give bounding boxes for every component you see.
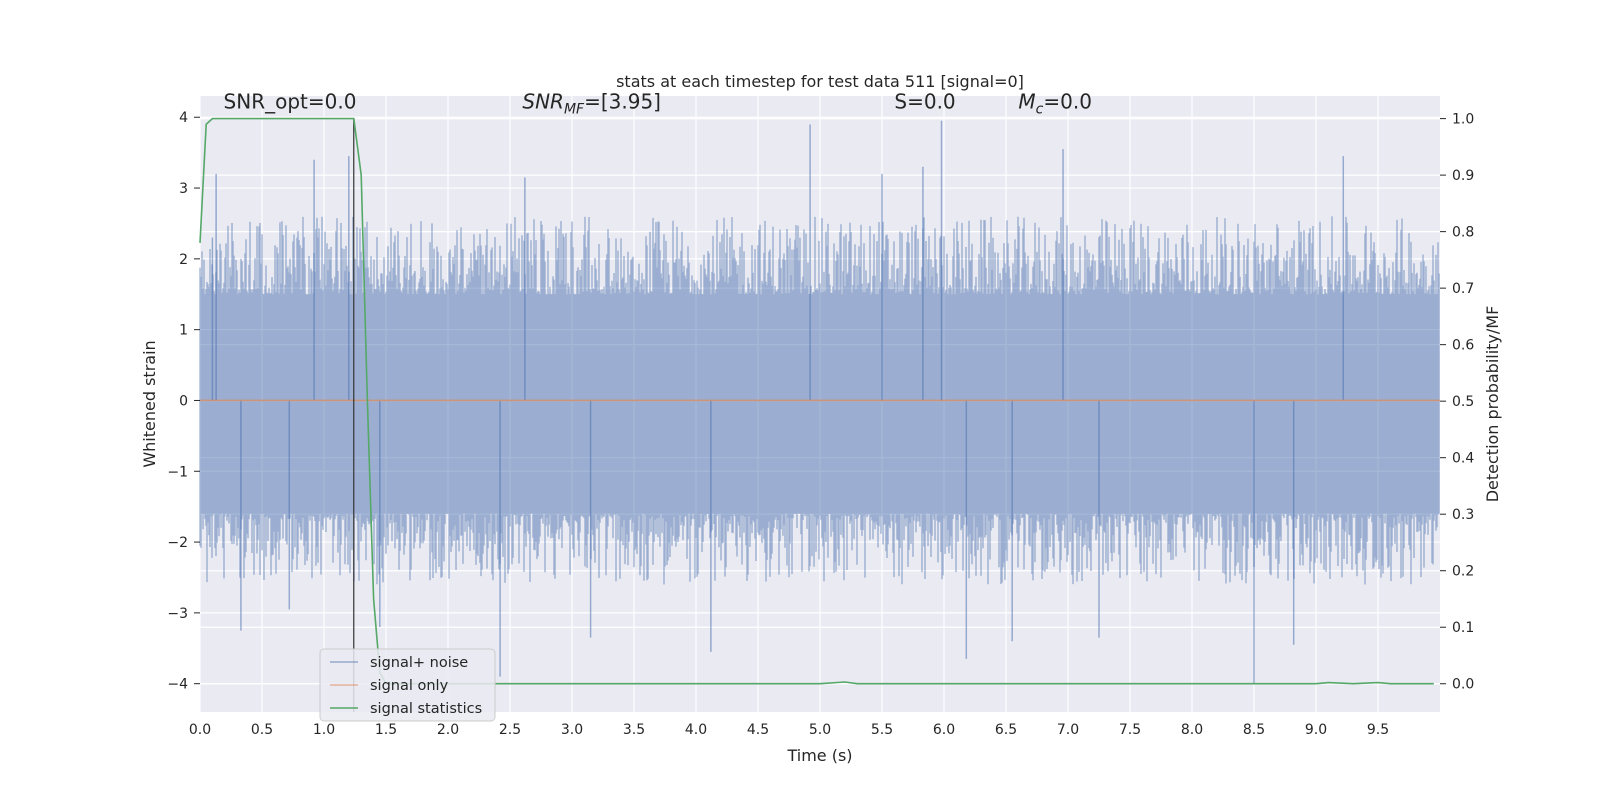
- noise-layer: [199, 120, 1440, 684]
- x-tick-label: 3.0: [561, 722, 583, 738]
- annotation-mc-stat: Mc=0.0: [1018, 90, 1092, 118]
- y2-tick-label: 0.2: [1452, 564, 1474, 580]
- y-tick-label: 1: [179, 323, 188, 339]
- x-tick-label: 1.5: [375, 722, 397, 738]
- y2-tick-label: 0.6: [1452, 338, 1474, 354]
- x-tick-label: 2.0: [437, 722, 459, 738]
- x-tick-label: 1.0: [313, 722, 335, 738]
- tick-layer: 0.0 0.5 1.0 1.5 2.0 2.5 3.0 3.5 4.0 4.5 5.0 5.5 6.0 6…: [167, 110, 1474, 738]
- legend-label-signal-noise: signal+ noise: [370, 655, 468, 671]
- y-tick-label: −1: [167, 464, 188, 480]
- legend-label-signal-only: signal only: [370, 678, 449, 694]
- y-axis-label: Whitened strain: [140, 340, 159, 467]
- y2-tick-label: 0.3: [1452, 507, 1474, 523]
- y-tick-label: 3: [179, 181, 188, 197]
- x-tick-label: 9.5: [1367, 722, 1389, 738]
- chart-title: stats at each timestep for test data 511…: [616, 72, 1024, 91]
- annotation-layer: SNR_opt=0.0 SNRMF=[3.95] S=0.0 Mc=0.0: [224, 90, 1092, 118]
- x-tick-label: 3.5: [623, 722, 645, 738]
- y-tick-label: 4: [179, 110, 188, 126]
- x-tick-label: 0.5: [251, 722, 273, 738]
- x-tick-label: 4.0: [685, 722, 707, 738]
- y-tick-label: −3: [167, 606, 188, 622]
- y-tick-label: 0: [179, 393, 188, 409]
- annotation-s-stat: S=0.0: [894, 90, 955, 114]
- x-tick-label: 7.5: [1119, 722, 1141, 738]
- x-tick-label: 0.0: [189, 722, 211, 738]
- x-tick-label: 5.0: [809, 722, 831, 738]
- y2-tick-label: 1.0: [1452, 112, 1474, 128]
- y2-axis-label: Detection probability/MF: [1483, 306, 1502, 503]
- annotation-snr-mf: SNRMF=[3.95]: [522, 90, 661, 118]
- legend-box: [319, 648, 496, 722]
- legend-label-signal-statistics: signal statistics: [370, 701, 482, 717]
- y2-tick-label: 0.9: [1452, 168, 1474, 184]
- x-tick-label: 6.5: [995, 722, 1017, 738]
- x-tick-label: 8.0: [1181, 722, 1203, 738]
- y2-tick-label: 0.7: [1452, 281, 1474, 297]
- y2-tick-label: 0.4: [1452, 451, 1474, 467]
- y-tick-label: 2: [179, 252, 188, 268]
- y-tick-label: −2: [167, 535, 188, 551]
- y2-tick-label: 0.5: [1452, 394, 1474, 410]
- y-tick-label: −4: [167, 677, 188, 693]
- x-tick-label: 7.0: [1057, 722, 1079, 738]
- annotation-snr-opt: SNR_opt=0.0: [224, 90, 357, 114]
- legend: signal+ noise signal only signal statist…: [319, 648, 496, 722]
- x-axis-label: Time (s): [786, 746, 852, 765]
- y2-tick-label: 0.8: [1452, 225, 1474, 241]
- y2-tick-label: 0.1: [1452, 620, 1474, 636]
- x-tick-label: 2.5: [499, 722, 521, 738]
- x-tick-label: 8.5: [1243, 722, 1265, 738]
- x-tick-label: 6.0: [933, 722, 955, 738]
- x-tick-label: 4.5: [747, 722, 769, 738]
- x-tick-label: 9.0: [1305, 722, 1327, 738]
- x-tick-label: 5.5: [871, 722, 893, 738]
- y2-tick-label: 0.0: [1452, 677, 1474, 693]
- noise-band: [199, 216, 1440, 585]
